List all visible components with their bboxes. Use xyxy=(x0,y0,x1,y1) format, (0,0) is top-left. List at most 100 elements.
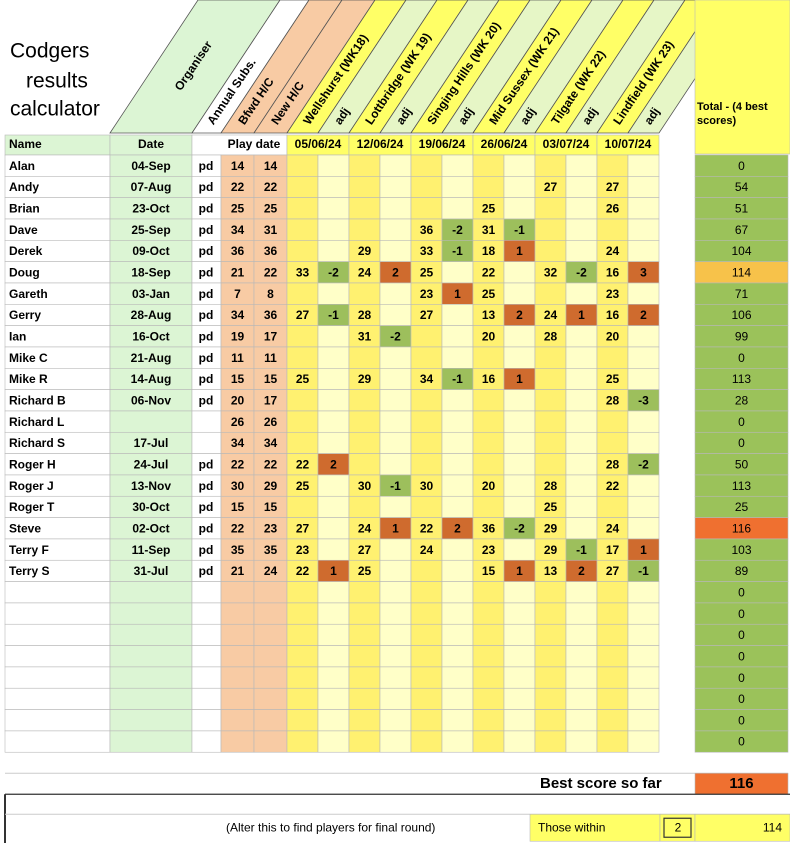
cell xyxy=(286,176,319,198)
cell xyxy=(348,581,381,604)
cell xyxy=(410,602,443,625)
cell xyxy=(534,346,567,369)
cell xyxy=(627,666,660,689)
cell xyxy=(565,389,598,412)
cell xyxy=(596,346,629,369)
cell xyxy=(379,453,412,476)
cell xyxy=(472,495,505,518)
cell xyxy=(4,730,111,753)
adjustment: -2 xyxy=(514,521,525,535)
score: 16 xyxy=(606,308,620,322)
cell xyxy=(317,154,350,177)
cell xyxy=(410,154,443,177)
cell xyxy=(441,261,474,284)
adjustment: -2 xyxy=(328,265,339,279)
threshold-value: 114 xyxy=(763,820,782,834)
cell xyxy=(348,282,381,305)
total-score: 25 xyxy=(735,500,749,514)
diagonal-header xyxy=(472,0,593,134)
score: 29 xyxy=(544,521,558,535)
total-score: 113 xyxy=(732,372,751,386)
title-line: calculator xyxy=(10,98,100,121)
cell xyxy=(534,581,567,604)
player-name: Terry S xyxy=(9,564,49,578)
total-score: 0 xyxy=(738,713,745,727)
handicap: 29 xyxy=(264,479,278,493)
score: 29 xyxy=(358,244,372,258)
cell xyxy=(534,687,567,710)
player-name: Roger H xyxy=(9,457,56,471)
handicap: 34 xyxy=(231,436,245,450)
cell xyxy=(109,602,193,625)
adjustment: 3 xyxy=(640,265,647,279)
cell xyxy=(410,730,443,753)
score: 23 xyxy=(296,543,310,557)
paid-flag: pd xyxy=(199,351,214,365)
cell xyxy=(627,474,660,497)
cell xyxy=(627,410,660,433)
cell xyxy=(441,389,474,412)
diagonal-header xyxy=(109,0,281,134)
paid-flag: pd xyxy=(199,479,214,493)
cell xyxy=(109,730,193,753)
cell xyxy=(379,282,412,305)
adjustment: -2 xyxy=(638,457,649,471)
cell xyxy=(379,730,412,753)
cell xyxy=(191,666,222,689)
cell xyxy=(627,687,660,710)
cell xyxy=(410,453,443,476)
header-label: Date xyxy=(138,137,164,151)
cell xyxy=(441,581,474,604)
score: 25 xyxy=(482,287,496,301)
cell xyxy=(503,389,536,412)
cell xyxy=(503,410,536,433)
cell xyxy=(472,623,505,646)
handicap: 31 xyxy=(264,223,278,237)
cell xyxy=(503,538,536,561)
cell xyxy=(379,623,412,646)
score: 22 xyxy=(296,564,310,578)
cell xyxy=(253,666,288,689)
cell xyxy=(534,602,567,625)
cell xyxy=(596,602,629,625)
cell xyxy=(348,623,381,646)
player-name: Mike C xyxy=(9,351,48,365)
score: 30 xyxy=(358,479,372,493)
cell xyxy=(472,410,505,433)
handicap: 25 xyxy=(231,201,245,215)
score: 13 xyxy=(482,308,496,322)
player-name: Gareth xyxy=(9,287,48,301)
cell xyxy=(317,410,350,433)
cell xyxy=(565,730,598,753)
total-score: 0 xyxy=(738,671,745,685)
cell xyxy=(596,581,629,604)
adjustment: -2 xyxy=(390,329,401,343)
cell xyxy=(379,602,412,625)
cell xyxy=(503,666,536,689)
cell xyxy=(534,240,567,262)
total-score: 0 xyxy=(738,159,745,173)
adjustment: -1 xyxy=(390,479,401,493)
cell xyxy=(441,495,474,518)
cell xyxy=(191,623,222,646)
paid-flag: pd xyxy=(199,393,214,407)
paid-flag: pd xyxy=(199,223,214,237)
score: 33 xyxy=(296,265,310,279)
total-header-box: Total - (4 best scores) xyxy=(697,101,768,127)
title-line: results xyxy=(26,70,88,93)
adjustment: -1 xyxy=(514,223,525,237)
total-score: 106 xyxy=(731,308,751,322)
handicap: 11 xyxy=(231,351,244,365)
cell xyxy=(220,623,255,646)
paid-flag: pd xyxy=(199,244,214,258)
cell xyxy=(503,346,536,369)
total-score: 0 xyxy=(738,628,745,642)
handicap: 35 xyxy=(264,543,278,557)
cell xyxy=(317,709,350,732)
cell xyxy=(627,367,660,390)
handicap: 22 xyxy=(264,265,278,279)
cell xyxy=(596,730,629,753)
cell xyxy=(317,581,350,604)
within-box xyxy=(663,817,692,838)
cell xyxy=(317,325,350,348)
